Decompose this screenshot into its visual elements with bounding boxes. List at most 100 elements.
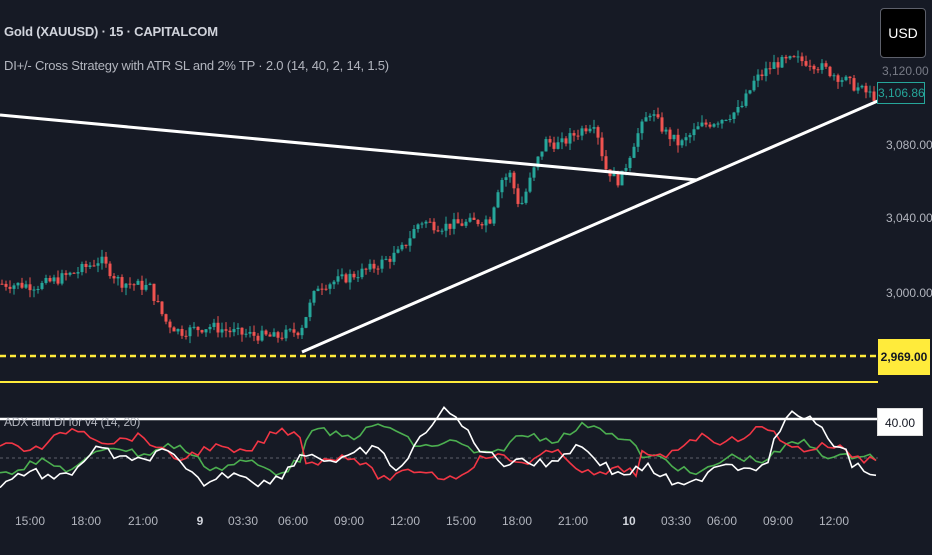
candle-body <box>436 230 440 232</box>
candle-body <box>724 119 728 121</box>
candle-body <box>596 127 600 138</box>
candle-body <box>4 283 8 287</box>
candle-body <box>400 244 404 250</box>
candle-body <box>460 223 464 226</box>
candle-body <box>104 256 108 264</box>
candle-body <box>780 56 784 68</box>
candle-body <box>620 170 624 186</box>
candle-body <box>380 259 384 269</box>
candle-body <box>348 273 352 283</box>
candle-body <box>356 277 360 279</box>
candle-body <box>668 129 672 140</box>
candle-body <box>840 80 844 82</box>
candle-body <box>80 263 84 273</box>
candle-body <box>32 289 36 291</box>
candle-body <box>456 219 460 224</box>
candle-body <box>612 171 616 177</box>
candle-body <box>544 139 548 152</box>
candle-body <box>84 263 88 267</box>
candle-body <box>256 335 260 341</box>
candle-body <box>684 137 688 141</box>
candle-body <box>220 329 224 333</box>
candle-body <box>300 327 304 336</box>
candle-body <box>188 327 192 337</box>
indicator-legend[interactable]: ADX and DI for v4 (14, 20) <box>4 415 141 429</box>
candle-body <box>700 122 704 127</box>
candle-body <box>52 277 56 282</box>
candle-body <box>24 284 28 288</box>
candle-body <box>240 327 244 335</box>
candle-body <box>836 75 840 82</box>
candle-body <box>412 229 416 239</box>
candle-body <box>828 66 832 77</box>
candle-body <box>312 291 316 303</box>
candle-body <box>308 302 312 318</box>
candle-body <box>404 244 408 246</box>
candle-body <box>320 288 324 290</box>
candle-body <box>488 219 492 224</box>
candle-body <box>860 85 864 88</box>
candle-body <box>736 106 740 113</box>
candle-body <box>820 63 824 70</box>
candle-body <box>524 191 528 203</box>
candle-body <box>196 326 200 331</box>
candle-body <box>180 328 184 336</box>
strategy-legend[interactable]: DI+/- Cross Strategy with ATR SL and 2% … <box>4 58 389 73</box>
candle-body <box>276 332 280 338</box>
candle-body <box>632 146 636 158</box>
candle-body <box>244 333 248 335</box>
candle-body <box>696 126 700 130</box>
candle-body <box>228 330 232 333</box>
candle-body <box>656 114 660 118</box>
candle-body <box>64 273 68 275</box>
time-label: 12:00 <box>818 514 850 528</box>
candle-body <box>72 272 76 274</box>
candle-body <box>304 317 308 328</box>
candle-body <box>640 121 644 134</box>
candle-body <box>372 263 376 269</box>
candle-body <box>552 142 556 149</box>
candle-body <box>432 221 436 231</box>
candle-body <box>728 118 732 120</box>
candle-body <box>800 56 804 62</box>
candle-body <box>744 93 748 106</box>
candle-body <box>644 117 648 122</box>
candle-body <box>160 301 164 315</box>
candle-body <box>176 328 180 332</box>
candle-body <box>392 252 396 262</box>
candle-body <box>280 337 284 339</box>
candle-body <box>704 122 708 125</box>
candle-body <box>856 87 860 91</box>
candle-body <box>420 223 424 225</box>
candle-body <box>184 335 188 337</box>
candle-body <box>100 256 104 264</box>
candle-body <box>804 61 808 66</box>
candle-body <box>112 276 116 279</box>
candle-body <box>452 219 456 229</box>
candle-body <box>56 277 60 284</box>
candle-body <box>556 142 560 149</box>
candle-body <box>832 75 836 77</box>
symbol-title[interactable]: Gold (XAUUSD) · 15 · CAPITALCOM <box>4 24 218 39</box>
candle-body <box>224 329 228 331</box>
candle-body <box>756 74 760 81</box>
candle-body <box>364 268 368 270</box>
adx-line <box>0 406 877 489</box>
candle-body <box>496 192 500 208</box>
candle-body <box>548 139 552 143</box>
candle-body <box>568 133 572 144</box>
candle-body <box>572 133 576 136</box>
candle-body <box>448 223 452 229</box>
candle-body <box>120 277 124 288</box>
candle-body <box>796 56 800 58</box>
candle-body <box>716 123 720 125</box>
candle-body <box>116 277 120 279</box>
currency-button[interactable]: USD <box>880 8 926 58</box>
candle-body <box>868 91 872 93</box>
candle-body <box>852 78 856 91</box>
candle-body <box>192 326 196 328</box>
candle-body <box>592 127 596 129</box>
candle-body <box>516 188 520 204</box>
